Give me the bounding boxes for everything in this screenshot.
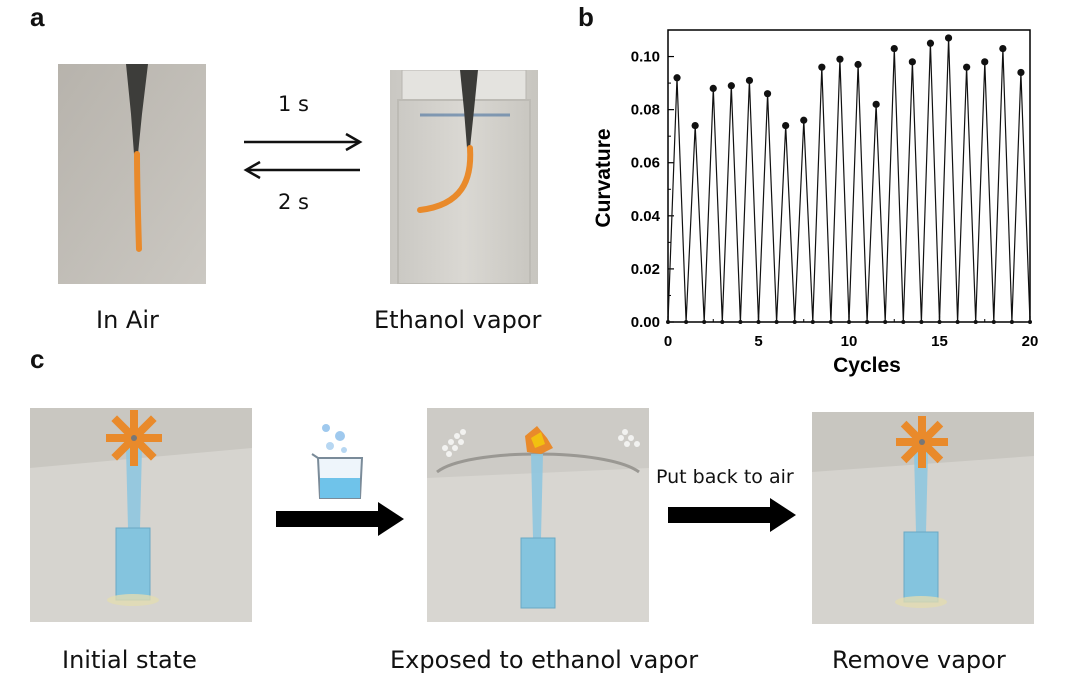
arrow-to-air: [668, 498, 796, 532]
forward-time-label: 1 s: [278, 92, 309, 116]
backward-time-label: 2 s: [278, 190, 309, 214]
data-point-baseline: [792, 320, 797, 324]
x-tick-label: 0: [664, 333, 672, 350]
data-point-baseline: [883, 320, 888, 324]
data-point-baseline: [666, 320, 670, 324]
x-tick-label: 20: [1022, 333, 1039, 350]
photo-strip-in-air: [58, 64, 206, 284]
pinwheel-icon: [106, 410, 162, 466]
data-point-baseline: [738, 320, 743, 324]
panel-b-label: b: [578, 2, 594, 32]
data-point: [926, 39, 935, 47]
data-point: [872, 100, 880, 108]
caption-initial-state: Initial state: [62, 646, 197, 674]
data-point-baseline: [955, 320, 960, 324]
data-point-baseline: [865, 320, 870, 324]
data-point: [836, 55, 844, 63]
data-point: [890, 44, 898, 53]
data-point-baseline: [756, 320, 761, 324]
y-tick-label: 0.04: [631, 208, 661, 225]
data-point-baseline: [901, 320, 906, 324]
data-point-baseline: [720, 320, 725, 324]
data-point-baseline: [810, 320, 815, 324]
folded-pinwheel-icon: [525, 426, 553, 454]
data-point-baseline: [1028, 320, 1032, 324]
y-axis-label: Curvature: [592, 128, 615, 227]
y-tick-label: 0.00: [631, 314, 660, 331]
data-point-baseline: [828, 320, 833, 324]
data-point: [999, 44, 1007, 53]
caption-exposed: Exposed to ethanol vapor: [390, 646, 699, 674]
data-point: [963, 63, 971, 71]
beaker-icon: [311, 424, 364, 499]
arrow-to-vapor: [276, 502, 404, 536]
data-point: [981, 58, 989, 66]
data-point: [908, 58, 916, 66]
caption-ethanol-vapor: Ethanol vapor: [374, 306, 542, 334]
x-tick-label: 10: [841, 333, 858, 350]
data-point-baseline: [919, 320, 924, 324]
caption-in-air: In Air: [96, 306, 159, 334]
data-point: [944, 34, 953, 42]
data-point: [763, 90, 772, 98]
x-tick-label: 5: [754, 333, 762, 350]
data-point-baseline: [684, 320, 689, 324]
curvature-chart: 0 5 10 15 200.000.020.040.060.080.10 Cycles …: [592, 29, 1039, 377]
data-point: [1017, 68, 1025, 77]
photo-strip-ethanol-vapor: [390, 70, 538, 284]
x-tick-label: 15: [931, 333, 948, 350]
data-point: [782, 121, 790, 130]
x-axis-label: Cycles: [833, 354, 901, 377]
put-back-label: Put back to air: [656, 466, 794, 488]
data-point: [709, 84, 717, 92]
panel-c-label: c: [30, 344, 45, 374]
photo-exposed-ethanol: [427, 408, 649, 622]
data-point-baseline: [991, 320, 996, 324]
caption-remove-vapor: Remove vapor: [832, 646, 1006, 674]
data-point: [800, 116, 808, 124]
data-point: [673, 74, 681, 82]
y-tick-label: 0.10: [631, 49, 660, 66]
data-point-baseline: [702, 320, 707, 324]
reversible-arrows: [243, 132, 363, 180]
data-point: [691, 121, 699, 130]
data-point-baseline: [847, 320, 851, 324]
photo-initial-state: [30, 408, 252, 622]
data-point-baseline: [774, 320, 779, 324]
pinwheel-icon: [896, 416, 948, 468]
data-point-baseline: [1009, 320, 1014, 324]
data-point-baseline: [973, 320, 978, 324]
photo-remove-vapor: [812, 412, 1034, 624]
y-tick-label: 0.08: [631, 102, 660, 119]
panel-a-label: a: [30, 2, 45, 32]
data-point: [854, 60, 862, 69]
data-point: [818, 63, 826, 71]
series-line: [667, 37, 1031, 323]
data-point-baseline: [937, 320, 942, 324]
plot-frame: [667, 29, 1031, 323]
data-point: [727, 82, 735, 90]
data-point: [745, 76, 754, 85]
y-tick-label: 0.02: [631, 261, 660, 278]
y-tick-label: 0.06: [631, 155, 660, 172]
